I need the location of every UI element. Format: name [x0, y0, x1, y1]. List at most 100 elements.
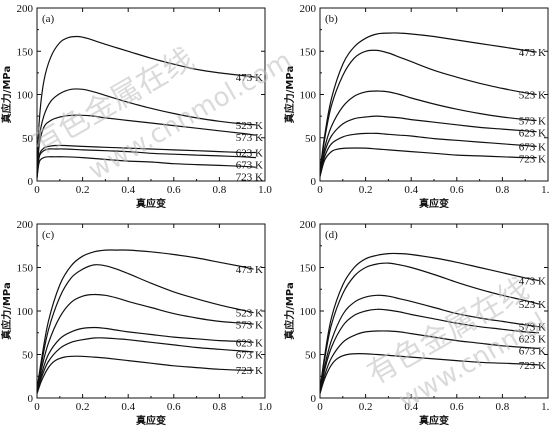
y-axis-label: 真应力/MPa: [283, 282, 296, 339]
series-label: 673 K: [519, 141, 546, 153]
series-line: [36, 88, 256, 175]
x-axis-label: 真应变: [419, 197, 449, 210]
x-tick-label: 0.4: [404, 401, 418, 413]
series-label: 623 K: [519, 127, 546, 139]
x-tick-label: 0.8: [213, 184, 227, 196]
series-line: [319, 49, 537, 173]
series-line: [319, 32, 537, 171]
series-label: 723 K: [236, 171, 263, 183]
series-label: 523 K: [236, 308, 263, 320]
series-line: [319, 252, 540, 390]
series-label: 623 K: [519, 334, 546, 346]
series-label: 723 K: [236, 365, 263, 377]
y-tick-label: 150: [300, 46, 317, 58]
chart-panel: 0 0.2 0.4 0.6 0.8 1.0 0 50 100 150 200 真应变 真应力/MPa (b…: [283, 3, 549, 210]
y-tick-label: 50: [22, 350, 34, 362]
series-label: 673 K: [236, 159, 263, 171]
series-line: [36, 355, 254, 394]
series-line: [319, 352, 539, 394]
series-label: 673 K: [519, 346, 546, 358]
panel-label: (a): [42, 13, 55, 25]
x-tick-label: 0.2: [359, 401, 373, 413]
series-line: [36, 156, 256, 179]
x-axis-label: 真应变: [136, 197, 166, 210]
y-tick-label: 0: [311, 176, 317, 188]
series-line: [36, 148, 256, 178]
x-tick-label: 1.0: [541, 401, 549, 413]
x-tick-label: 1.0: [541, 184, 549, 196]
x-tick-label: 0.8: [496, 184, 510, 196]
y-axis-label: 真应力/MPa: [0, 66, 13, 123]
x-axis-label: 真应变: [419, 414, 449, 427]
series-label: 523 K: [519, 299, 546, 311]
chart-panel: 0 0.2 0.4 0.6 0.8 1.0 0 50 100 150 200 真应变 真应力/MPa (a…: [0, 3, 272, 210]
series-label: 473 K: [519, 276, 546, 288]
series-line: [319, 294, 539, 392]
chart-panel: 0 0.2 0.4 0.6 0.8 1.0 0 50 100 150 200 真应变 真应力/MPa (d…: [283, 219, 549, 427]
y-tick-label: 0: [28, 393, 34, 405]
x-tick-label: 0.6: [450, 184, 464, 196]
x-tick-label: 0.2: [359, 184, 373, 196]
series-line: [319, 262, 540, 391]
y-tick-label: 50: [22, 133, 34, 145]
panel-label: (d): [325, 229, 338, 241]
y-tick-label: 200: [300, 219, 317, 231]
x-tick-label: 0.6: [450, 401, 464, 413]
x-tick-label: 0.6: [167, 184, 181, 196]
x-tick-label: 0.4: [121, 401, 135, 413]
y-tick-label: 0: [311, 393, 317, 405]
y-tick-label: 200: [17, 219, 34, 231]
x-tick-label: 0: [317, 184, 323, 196]
panel-label: (c): [42, 229, 55, 241]
y-axis-label: 真应力/MPa: [0, 282, 13, 339]
series-line: [319, 330, 539, 393]
panel-label: (b): [325, 13, 338, 25]
y-tick-label: 100: [300, 306, 317, 318]
series-label: 623 K: [236, 337, 263, 349]
series-line: [319, 147, 537, 177]
series-line: [36, 337, 254, 393]
series-line: [36, 35, 256, 173]
y-tick-label: 100: [17, 90, 34, 102]
series-line: [36, 326, 254, 393]
y-tick-label: 200: [300, 3, 317, 15]
x-tick-label: 0: [34, 184, 40, 196]
x-tick-label: 0.2: [76, 401, 90, 413]
series-label: 723 K: [519, 360, 546, 372]
y-axis-label: 真应力/MPa: [283, 66, 296, 123]
y-tick-label: 50: [305, 350, 317, 362]
chart-panel: 0 0.2 0.4 0.6 0.8 1.0 0 50 100 150 200 真应变 真应力/MPa (c…: [0, 219, 272, 427]
series-line: [319, 132, 537, 176]
y-tick-label: 150: [17, 46, 34, 58]
series-label: 573 K: [236, 320, 263, 332]
x-tick-label: 0.8: [213, 401, 227, 413]
x-tick-label: 0: [34, 401, 40, 413]
y-tick-label: 200: [17, 3, 34, 15]
x-tick-label: 0.4: [404, 184, 418, 196]
x-axis-label: 真应变: [136, 414, 166, 427]
y-tick-label: 0: [28, 176, 34, 188]
series-line: [319, 308, 539, 393]
series-label: 573 K: [519, 322, 546, 334]
y-tick-label: 100: [17, 306, 34, 318]
series-line: [36, 249, 254, 390]
x-tick-label: 1.0: [258, 401, 272, 413]
y-tick-label: 150: [17, 263, 34, 275]
series-line: [36, 293, 254, 392]
plot-frame: [319, 7, 549, 182]
series-label: 573 K: [236, 132, 263, 144]
x-tick-label: 0.6: [167, 401, 181, 413]
series-label: 473 K: [236, 72, 263, 84]
series-label: 473 K: [519, 47, 546, 59]
x-tick-label: 0.4: [121, 184, 135, 196]
x-tick-label: 0.2: [76, 184, 90, 196]
y-tick-label: 100: [300, 90, 317, 102]
series-line: [319, 90, 537, 175]
x-tick-label: 1.0: [258, 184, 272, 196]
series-line: [319, 115, 537, 176]
series-line: [36, 264, 254, 391]
series-label: 523 K: [236, 120, 263, 132]
y-tick-label: 150: [300, 263, 317, 275]
series-label: 723 K: [519, 153, 546, 165]
